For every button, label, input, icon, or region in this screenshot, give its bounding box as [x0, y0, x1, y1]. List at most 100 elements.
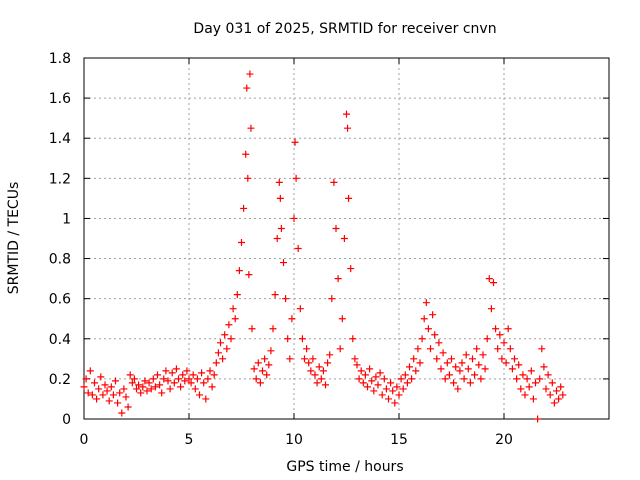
- data-point: [185, 375, 193, 383]
- data-points: [80, 70, 567, 423]
- data-point: [370, 387, 378, 395]
- data-point: [412, 367, 420, 375]
- data-point: [105, 397, 113, 405]
- data-point: [307, 367, 315, 375]
- data-point: [326, 351, 334, 359]
- data-point: [403, 379, 411, 387]
- data-point: [149, 375, 157, 383]
- data-point: [137, 389, 145, 397]
- data-point: [401, 371, 409, 379]
- data-point: [317, 375, 325, 383]
- data-point: [529, 395, 537, 403]
- data-point: [368, 377, 376, 385]
- data-point: [263, 371, 271, 379]
- data-point: [290, 214, 298, 222]
- data-point: [296, 305, 304, 313]
- data-point: [460, 375, 468, 383]
- data-point: [291, 138, 299, 146]
- x-tick-label: 0: [80, 432, 89, 448]
- data-point: [193, 375, 201, 383]
- data-point: [399, 385, 407, 393]
- data-point: [382, 385, 390, 393]
- data-point: [343, 110, 350, 118]
- data-point: [166, 385, 174, 393]
- data-point: [506, 345, 514, 353]
- data-point: [406, 363, 413, 371]
- data-point: [210, 371, 218, 379]
- data-point: [229, 305, 237, 313]
- data-point: [141, 377, 149, 385]
- data-point: [525, 383, 533, 391]
- data-point: [183, 367, 191, 375]
- data-point: [231, 315, 239, 323]
- y-tick-label: 1.2: [49, 171, 71, 187]
- data-point: [107, 383, 115, 391]
- chart-title: Day 031 of 2025, SRMTID for receiver cnv…: [193, 21, 496, 37]
- data-point: [309, 355, 317, 363]
- y-tick-label: 0.6: [49, 292, 71, 308]
- data-point: [311, 371, 319, 379]
- data-point: [485, 275, 493, 283]
- data-point: [225, 321, 233, 329]
- data-point: [284, 335, 292, 343]
- data-point: [458, 359, 466, 367]
- data-point: [364, 383, 371, 391]
- data-point: [303, 345, 311, 353]
- data-point: [288, 315, 296, 323]
- data-point: [559, 391, 567, 399]
- data-point: [233, 291, 241, 299]
- data-point: [252, 375, 260, 383]
- x-tick-label: 15: [390, 432, 408, 448]
- data-point: [172, 365, 180, 373]
- y-tick-label: 0: [62, 412, 71, 428]
- data-point: [498, 355, 506, 363]
- data-point: [355, 375, 363, 383]
- data-point: [542, 385, 550, 393]
- data-point: [206, 367, 214, 375]
- data-point: [466, 379, 474, 387]
- data-point: [410, 355, 418, 363]
- data-point: [420, 315, 428, 323]
- data-point: [336, 345, 344, 353]
- data-point: [130, 375, 138, 383]
- data-point: [322, 381, 329, 389]
- data-point: [151, 383, 159, 391]
- y-axis-label: SRMTID / TECUs: [6, 182, 22, 295]
- data-point: [521, 391, 529, 399]
- data-point: [196, 391, 203, 399]
- data-point: [433, 355, 441, 363]
- axis-ticks: [83, 57, 609, 420]
- data-point: [473, 345, 481, 353]
- data-point: [494, 345, 502, 353]
- data-point: [245, 271, 253, 279]
- data-point: [502, 359, 510, 367]
- y-tick-label: 1.8: [49, 51, 71, 67]
- data-point: [437, 365, 445, 373]
- data-point: [414, 345, 422, 353]
- data-point: [427, 345, 434, 353]
- x-tick-label: 10: [285, 432, 303, 448]
- data-point: [84, 389, 92, 397]
- data-point: [246, 70, 254, 78]
- data-point: [452, 363, 460, 371]
- y-tick-label: 1.6: [49, 91, 71, 107]
- data-point: [109, 391, 117, 399]
- data-point: [265, 361, 273, 369]
- data-point: [305, 359, 313, 367]
- data-point: [376, 369, 384, 377]
- data-point: [393, 383, 401, 391]
- data-point: [282, 295, 290, 303]
- data-point: [168, 369, 176, 377]
- data-point: [553, 387, 560, 395]
- data-point: [429, 311, 437, 319]
- data-point: [112, 377, 119, 385]
- data-point: [114, 399, 122, 407]
- data-point: [475, 361, 483, 369]
- data-point: [191, 385, 199, 393]
- data-point: [385, 395, 392, 403]
- data-point: [198, 369, 206, 377]
- data-point: [357, 367, 365, 375]
- data-point: [555, 395, 563, 403]
- data-point: [517, 385, 525, 393]
